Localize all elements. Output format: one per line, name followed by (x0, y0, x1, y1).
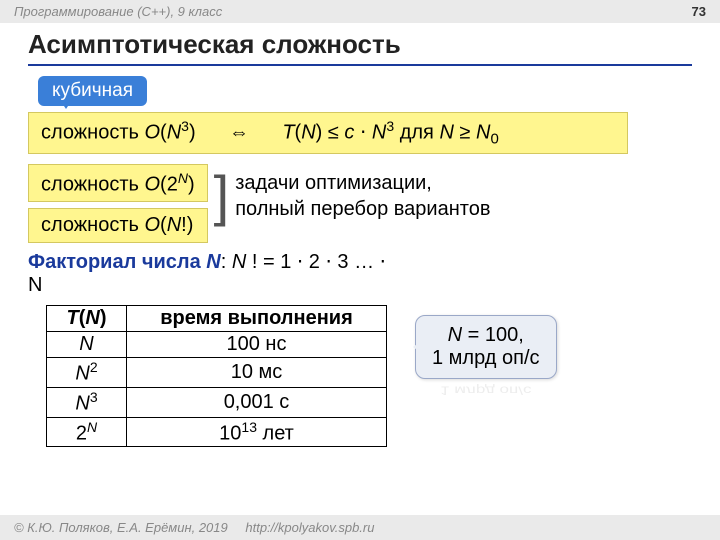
th-tn: T(N) (47, 306, 127, 332)
sup: 3 (90, 389, 98, 405)
sub0: 0 (490, 131, 498, 148)
O: O (144, 122, 160, 144)
label: сложность (41, 214, 144, 236)
complexity-cubic: сложность O(N3) ⇔ T(N) ≤ c ⋅ N3 для N ≥ … (28, 112, 628, 154)
exp3: 3 (181, 118, 189, 134)
side-line1: задачи оптимизации, (235, 170, 490, 196)
T: T (282, 122, 294, 144)
v: N (75, 393, 89, 415)
eq100: = 100, (462, 324, 524, 346)
bracket-icon: ] (214, 168, 230, 224)
ops: 1 млрд оп/с (432, 347, 540, 369)
ge: ≥ (454, 122, 476, 144)
info-bubble: N = 100, 1 млрд оп/с 1 млрд оп/с (415, 315, 557, 379)
complexity-table: T(N) время выполнения N 100 нс N2 10 мс … (46, 305, 387, 447)
O: O (144, 173, 160, 195)
footer-bar: © К.Ю. Поляков, Е.А. Ерёмин, 2019 http:/… (0, 515, 720, 540)
label: сложность (41, 122, 144, 144)
title-underline (28, 64, 692, 66)
sup: 13 (241, 419, 257, 435)
t: Факториал числа (28, 251, 206, 273)
table-row: N2 10 мс (47, 358, 387, 388)
complexity-fact: сложность O(N!) (28, 208, 208, 243)
complexity-row: сложность O(2N) сложность O(N!) ] задачи… (28, 164, 692, 244)
footer-link[interactable]: http://kpolyakov.spb.ru (245, 520, 374, 535)
sup: N (87, 419, 97, 435)
fact-label: Факториал числа N (28, 251, 221, 273)
page-title: Асимптотическая сложность (0, 23, 720, 64)
cell: 100 нс (127, 332, 387, 358)
cell: N (47, 332, 127, 358)
N3: N (439, 122, 453, 144)
table-row: N 100 нс (47, 332, 387, 358)
table-row: N3 0,001 с (47, 387, 387, 417)
v: N (79, 333, 93, 355)
two: 2 (167, 173, 178, 195)
callout-cubic: кубичная (38, 76, 147, 106)
N: N (167, 122, 181, 144)
N: N (85, 307, 99, 329)
table-row: 2N 1013 лет (47, 417, 387, 447)
N2: N (232, 251, 246, 273)
cell: 0,001 с (127, 387, 387, 417)
b: лет (257, 422, 294, 444)
cell: 2N (47, 417, 127, 447)
Narg: N (301, 122, 315, 144)
complexity-stack: сложность O(2N) сложность O(N!) (28, 164, 208, 244)
factorial-def: Факториал числа N: N ! = 1 ⋅ 2 ⋅ 3 … ⋅ N (28, 249, 692, 297)
footer-copy: © К.Ю. Поляков, Е.А. Ерёмин, 2019 (14, 520, 228, 535)
th-time: время выполнения (127, 306, 387, 332)
cell: 10 мс (127, 358, 387, 388)
table-wrap: T(N) время выполнения N 100 нс N2 10 мс … (28, 305, 692, 447)
N: N (206, 251, 220, 273)
equiv: ⇔ (229, 122, 249, 144)
cell: N3 (47, 387, 127, 417)
N: N (167, 214, 181, 236)
v: N (75, 363, 89, 385)
O: O (144, 214, 160, 236)
expN: N (178, 170, 188, 186)
side-text: задачи оптимизации, полный перебор вариа… (235, 170, 490, 222)
c: c (344, 122, 354, 144)
dot: ⋅ (354, 122, 371, 144)
cell: N2 (47, 358, 127, 388)
page-number: 73 (692, 4, 706, 19)
cell: 1013 лет (127, 417, 387, 447)
T: T (66, 307, 78, 329)
content: кубичная сложность O(N3) ⇔ T(N) ≤ c ⋅ N3… (0, 76, 720, 447)
excl: ! (181, 214, 187, 236)
le: ≤ (322, 122, 344, 144)
course-label: Программирование (C++), 9 класс (14, 4, 222, 19)
N0: N (476, 122, 490, 144)
N: N (448, 324, 462, 346)
N2: N (372, 122, 386, 144)
complexity-exp: сложность O(2N) (28, 164, 208, 203)
base: 2 (76, 422, 87, 444)
side-line2: полный перебор вариантов (235, 196, 490, 222)
for: для (394, 122, 439, 144)
colon: : (221, 251, 232, 273)
sup: 2 (90, 359, 98, 375)
header-bar: Программирование (C++), 9 класс 73 (0, 0, 720, 23)
bubble-reflection: 1 млрд оп/с (416, 383, 556, 397)
exp3b: 3 (386, 118, 394, 134)
a: 10 (219, 422, 241, 444)
table-header-row: T(N) время выполнения (47, 306, 387, 332)
eq: ! = 1 ⋅ 2 ⋅ 3 … ⋅ (246, 251, 386, 273)
label: сложность (41, 173, 144, 195)
